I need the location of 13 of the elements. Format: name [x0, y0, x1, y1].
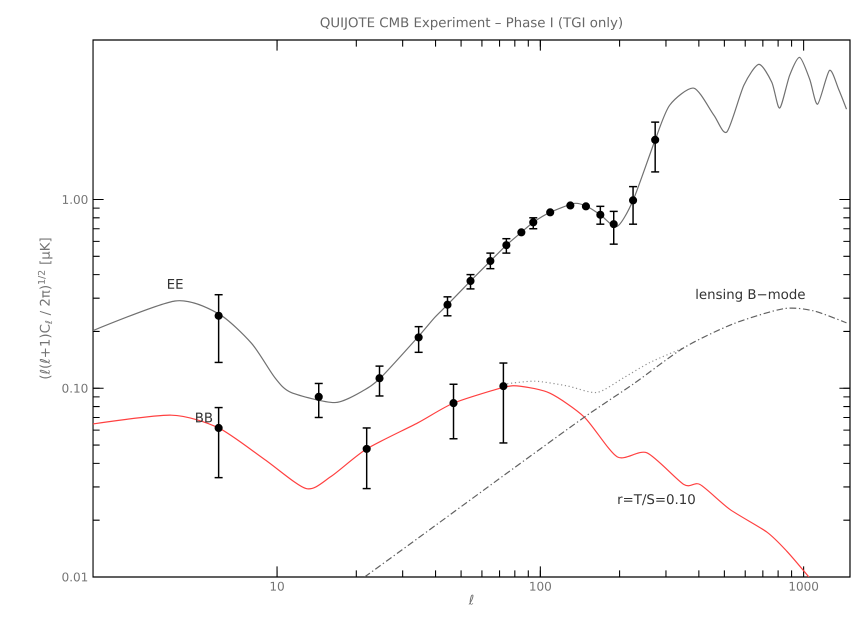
chart-title: QUIJOTE CMB Experiment – Phase I (TGI only) [320, 17, 622, 30]
series-label: r=T/S=0.10 [618, 494, 695, 506]
x-tick-label: 100 [530, 582, 551, 591]
x-tick-label: 10 [270, 582, 284, 591]
series-label: EE [168, 278, 183, 289]
x-axis-title: ℓ [468, 594, 474, 605]
y-tick-label: 0.01 [62, 572, 88, 582]
y-axis-title: (ℓ(ℓ+1)C$_{ℓ}$ / 2π)$^{1/2}$ [μK] [38, 238, 52, 379]
series-label: lensing B−mode [696, 288, 805, 302]
x-tick-label: 1000 [790, 582, 818, 591]
series-label: BB [196, 412, 212, 422]
y-tick-label: 1.00 [62, 194, 88, 204]
y-tick-label: 0.10 [62, 384, 88, 393]
